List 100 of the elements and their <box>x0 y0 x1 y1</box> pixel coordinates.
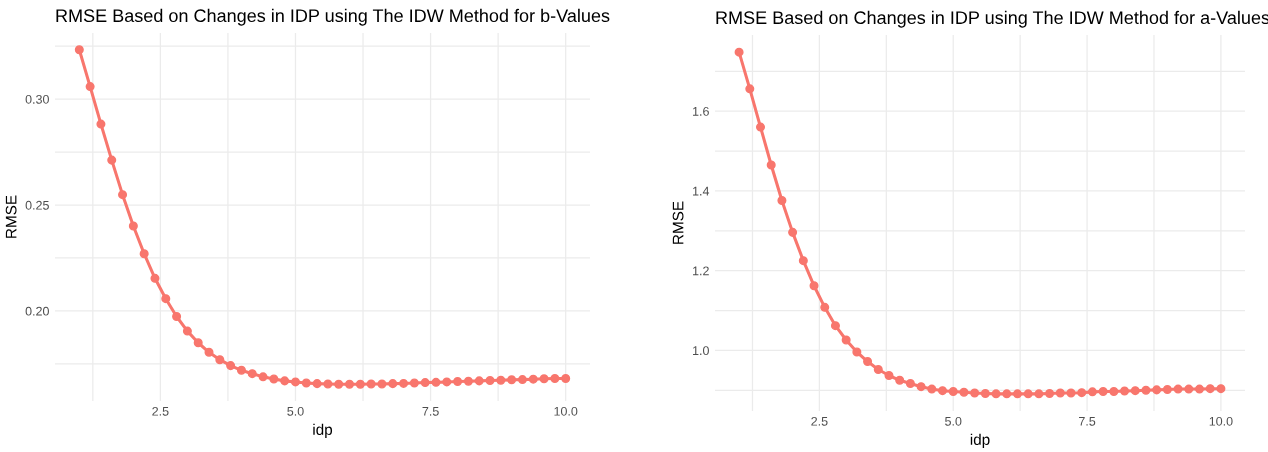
point <box>399 378 409 388</box>
point <box>841 335 851 345</box>
y-tick-label: 0.30 <box>25 94 49 104</box>
point <box>927 384 937 394</box>
point <box>755 122 766 132</box>
point <box>948 386 958 396</box>
point <box>366 379 376 389</box>
point <box>1120 386 1130 396</box>
point <box>150 273 160 283</box>
point <box>777 195 787 205</box>
point <box>74 45 84 55</box>
point <box>830 321 840 331</box>
point <box>528 374 538 384</box>
point <box>204 347 214 357</box>
point <box>517 375 527 385</box>
point <box>485 375 495 385</box>
point <box>474 376 484 386</box>
point <box>1216 384 1226 394</box>
point <box>1087 387 1097 397</box>
point <box>507 375 517 385</box>
point <box>236 365 246 375</box>
point <box>215 355 225 365</box>
point <box>1205 384 1215 394</box>
point <box>96 119 106 129</box>
point <box>1173 384 1183 394</box>
point <box>1002 389 1012 399</box>
y-tick-label: 1.0 <box>693 346 709 356</box>
point <box>269 374 279 384</box>
point <box>1184 384 1194 394</box>
point <box>161 294 171 304</box>
point <box>561 374 571 384</box>
point <box>345 379 355 389</box>
x-tick-label: 10.0 <box>554 406 578 416</box>
point <box>377 379 387 389</box>
point <box>172 311 182 321</box>
point <box>193 338 203 348</box>
y-axis-title: RMSE <box>672 201 684 244</box>
point <box>290 377 300 387</box>
point <box>1194 384 1205 394</box>
point <box>118 190 128 200</box>
point <box>1066 388 1076 398</box>
x-tick-label: 7.5 <box>1079 417 1096 426</box>
point <box>442 377 452 387</box>
point <box>334 379 344 389</box>
point <box>1162 384 1172 394</box>
point <box>107 155 117 165</box>
point <box>905 378 915 389</box>
point <box>1141 385 1151 395</box>
point <box>1098 386 1108 396</box>
x-tick-label: 2.5 <box>811 416 828 426</box>
y-tick-label: 0.25 <box>25 200 49 210</box>
point <box>226 361 236 371</box>
point <box>1152 385 1162 395</box>
point <box>809 281 819 291</box>
point <box>895 375 905 385</box>
point <box>959 387 969 397</box>
point <box>788 227 798 237</box>
point <box>128 221 138 231</box>
point <box>938 386 948 396</box>
point <box>182 326 192 336</box>
y-tick-label: 1.4 <box>693 186 710 196</box>
point <box>388 379 398 389</box>
point <box>312 379 322 389</box>
point <box>463 376 473 386</box>
x-axis-title: idp <box>313 423 333 439</box>
point <box>1077 388 1087 398</box>
x-axis-title: idp <box>970 433 990 449</box>
point <box>1012 389 1022 399</box>
point <box>453 376 463 387</box>
point <box>734 47 744 57</box>
point <box>766 160 776 170</box>
point <box>1130 386 1140 396</box>
point <box>280 376 290 386</box>
y-tick-label: 0.20 <box>25 306 49 316</box>
point <box>980 388 990 398</box>
point <box>873 365 883 375</box>
point <box>323 379 333 389</box>
point <box>258 372 268 382</box>
point <box>355 379 365 389</box>
point <box>409 378 419 388</box>
point <box>301 378 311 388</box>
point <box>85 82 95 92</box>
point <box>1023 389 1033 399</box>
y-axis-title: RMSE <box>5 195 17 238</box>
point <box>496 375 506 385</box>
point <box>820 302 830 312</box>
point <box>916 382 926 392</box>
x-tick-label: 2.5 <box>152 406 169 416</box>
point <box>1055 388 1065 398</box>
x-tick-label: 10.0 <box>1209 416 1233 426</box>
point <box>745 84 755 94</box>
point <box>420 378 430 388</box>
x-tick-label: 5.0 <box>945 416 962 426</box>
point <box>991 389 1001 399</box>
point <box>863 357 873 367</box>
point <box>1045 388 1055 398</box>
x-tick-label: 5.0 <box>287 406 304 416</box>
y-tick-label: 1.6 <box>693 106 709 116</box>
point <box>1109 386 1119 396</box>
point <box>798 256 808 266</box>
